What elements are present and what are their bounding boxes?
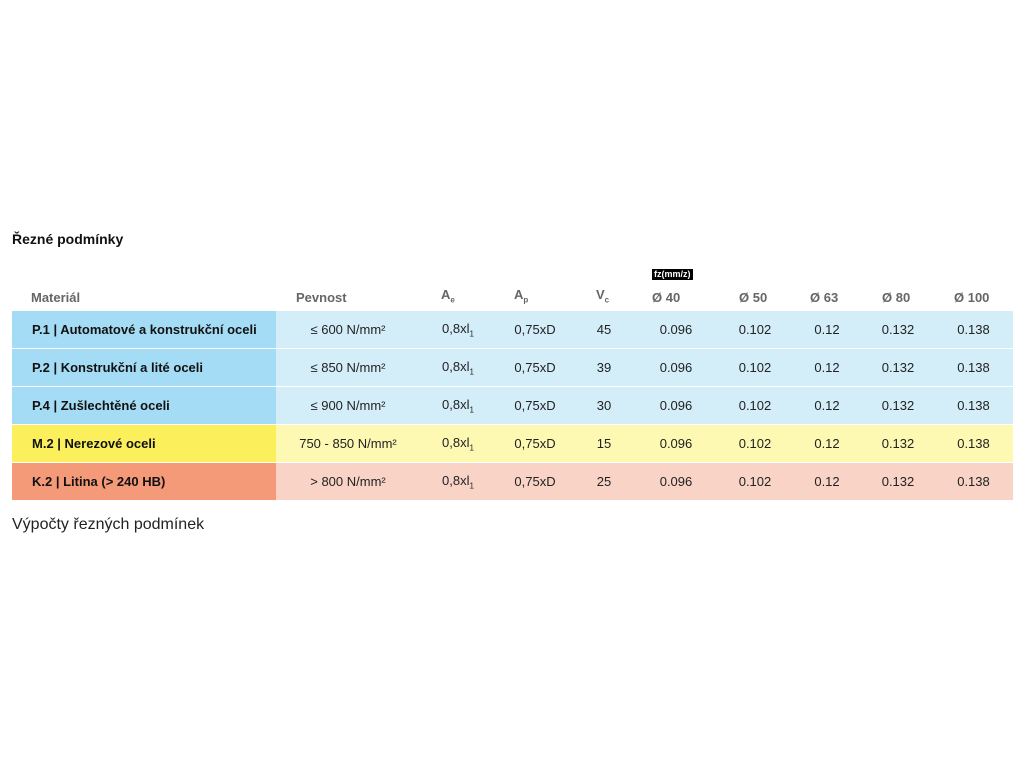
- ae-cell: 0,8xl1: [420, 463, 496, 500]
- ap-cell: 0,75xD: [496, 463, 574, 500]
- vc-cell: 45: [574, 311, 634, 348]
- fz-label: fz(mm/z): [652, 269, 693, 280]
- header-ae: Ae: [441, 287, 455, 305]
- pevnost-cell: ≤ 600 N/mm²: [276, 311, 420, 348]
- vc-cell: 39: [574, 349, 634, 386]
- fz-d40-cell: 0.096: [634, 425, 718, 462]
- header-pevnost: Pevnost: [296, 290, 347, 305]
- fz-d40-cell: 0.096: [634, 463, 718, 500]
- header-material: Materiál: [31, 290, 81, 305]
- table-row: P.2 | Konstrukční a lité oceli ≤ 850 N/mm…: [12, 349, 1013, 386]
- fz-d100-cell: 0.138: [934, 311, 1013, 348]
- fz-d63-cell: 0.12: [792, 349, 862, 386]
- ap-cell: 0,75xD: [496, 349, 574, 386]
- table-row: P.4 | Zušlechtěné oceli ≤ 900 N/mm² 0,8xl1…: [12, 387, 1013, 424]
- pevnost-cell: ≤ 850 N/mm²: [276, 349, 420, 386]
- vc-cell: 30: [574, 387, 634, 424]
- fz-d50-cell: 0.102: [718, 463, 792, 500]
- header-d63: Ø 63: [810, 290, 839, 305]
- table-row: K.2 | Litina (> 240 HB) > 800 N/mm² 0,8xl1…: [12, 463, 1013, 500]
- header-ap: Ap: [514, 287, 529, 305]
- ae-cell: 0,8xl1: [420, 387, 496, 424]
- fz-d40-cell: 0.096: [634, 387, 718, 424]
- fz-d100-cell: 0.138: [934, 425, 1013, 462]
- table-row: M.2 | Nerezové oceli 750 - 850 N/mm² 0,8xl…: [12, 425, 1013, 462]
- ae-cell: 0,8xl1: [420, 349, 496, 386]
- fz-d50-cell: 0.102: [718, 387, 792, 424]
- pevnost-cell: > 800 N/mm²: [276, 463, 420, 500]
- material-cell: P.4 | Zušlechtěné oceli: [12, 387, 276, 424]
- fz-d63-cell: 0.12: [792, 463, 862, 500]
- header-vc: Vc: [596, 287, 610, 305]
- fz-d63-cell: 0.12: [792, 311, 862, 348]
- header-d50: Ø 50: [739, 290, 768, 305]
- calculations-caption: Výpočty řezných podmínek: [12, 516, 205, 533]
- fz-d40-cell: 0.096: [634, 311, 718, 348]
- fz-d100-cell: 0.138: [934, 463, 1013, 500]
- fz-d80-cell: 0.132: [862, 311, 934, 348]
- ap-cell: 0,75xD: [496, 311, 574, 348]
- material-cell: P.2 | Konstrukční a lité oceli: [12, 349, 276, 386]
- ae-cell: 0,8xl1: [420, 311, 496, 348]
- vc-cell: 25: [574, 463, 634, 500]
- cutting-conditions-table: Materiál Pevnost Ae Ap Vc fz(mm/z) Ø 40 Ø…: [12, 268, 1013, 501]
- fz-d80-cell: 0.132: [862, 463, 934, 500]
- fz-d63-cell: 0.12: [792, 425, 862, 462]
- fz-d80-cell: 0.132: [862, 387, 934, 424]
- header-d100: Ø 100: [954, 290, 990, 305]
- header-d80: Ø 80: [882, 290, 911, 305]
- fz-d80-cell: 0.132: [862, 349, 934, 386]
- material-cell: P.1 | Automatové a konstrukční oceli: [12, 311, 276, 348]
- header-row: Materiál Pevnost Ae Ap Vc fz(mm/z) Ø 40 Ø…: [12, 269, 1013, 310]
- pevnost-cell: 750 - 850 N/mm²: [276, 425, 420, 462]
- pevnost-cell: ≤ 900 N/mm²: [276, 387, 420, 424]
- fz-d63-cell: 0.12: [792, 387, 862, 424]
- ap-cell: 0,75xD: [496, 387, 574, 424]
- fz-d40-cell: 0.096: [634, 349, 718, 386]
- fz-d50-cell: 0.102: [718, 425, 792, 462]
- ap-cell: 0,75xD: [496, 425, 574, 462]
- material-cell: M.2 | Nerezové oceli: [12, 425, 276, 462]
- table-row: P.1 | Automatové a konstrukční oceli ≤ 60…: [12, 311, 1013, 348]
- fz-d100-cell: 0.138: [934, 349, 1013, 386]
- vc-cell: 15: [574, 425, 634, 462]
- fz-d50-cell: 0.102: [718, 349, 792, 386]
- fz-d100-cell: 0.138: [934, 387, 1013, 424]
- fz-d50-cell: 0.102: [718, 311, 792, 348]
- fz-d80-cell: 0.132: [862, 425, 934, 462]
- material-cell: K.2 | Litina (> 240 HB): [12, 463, 276, 500]
- section-title: Řezné podmínky: [12, 231, 124, 247]
- header-d40: fz(mm/z) Ø 40: [652, 269, 693, 305]
- ae-cell: 0,8xl1: [420, 425, 496, 462]
